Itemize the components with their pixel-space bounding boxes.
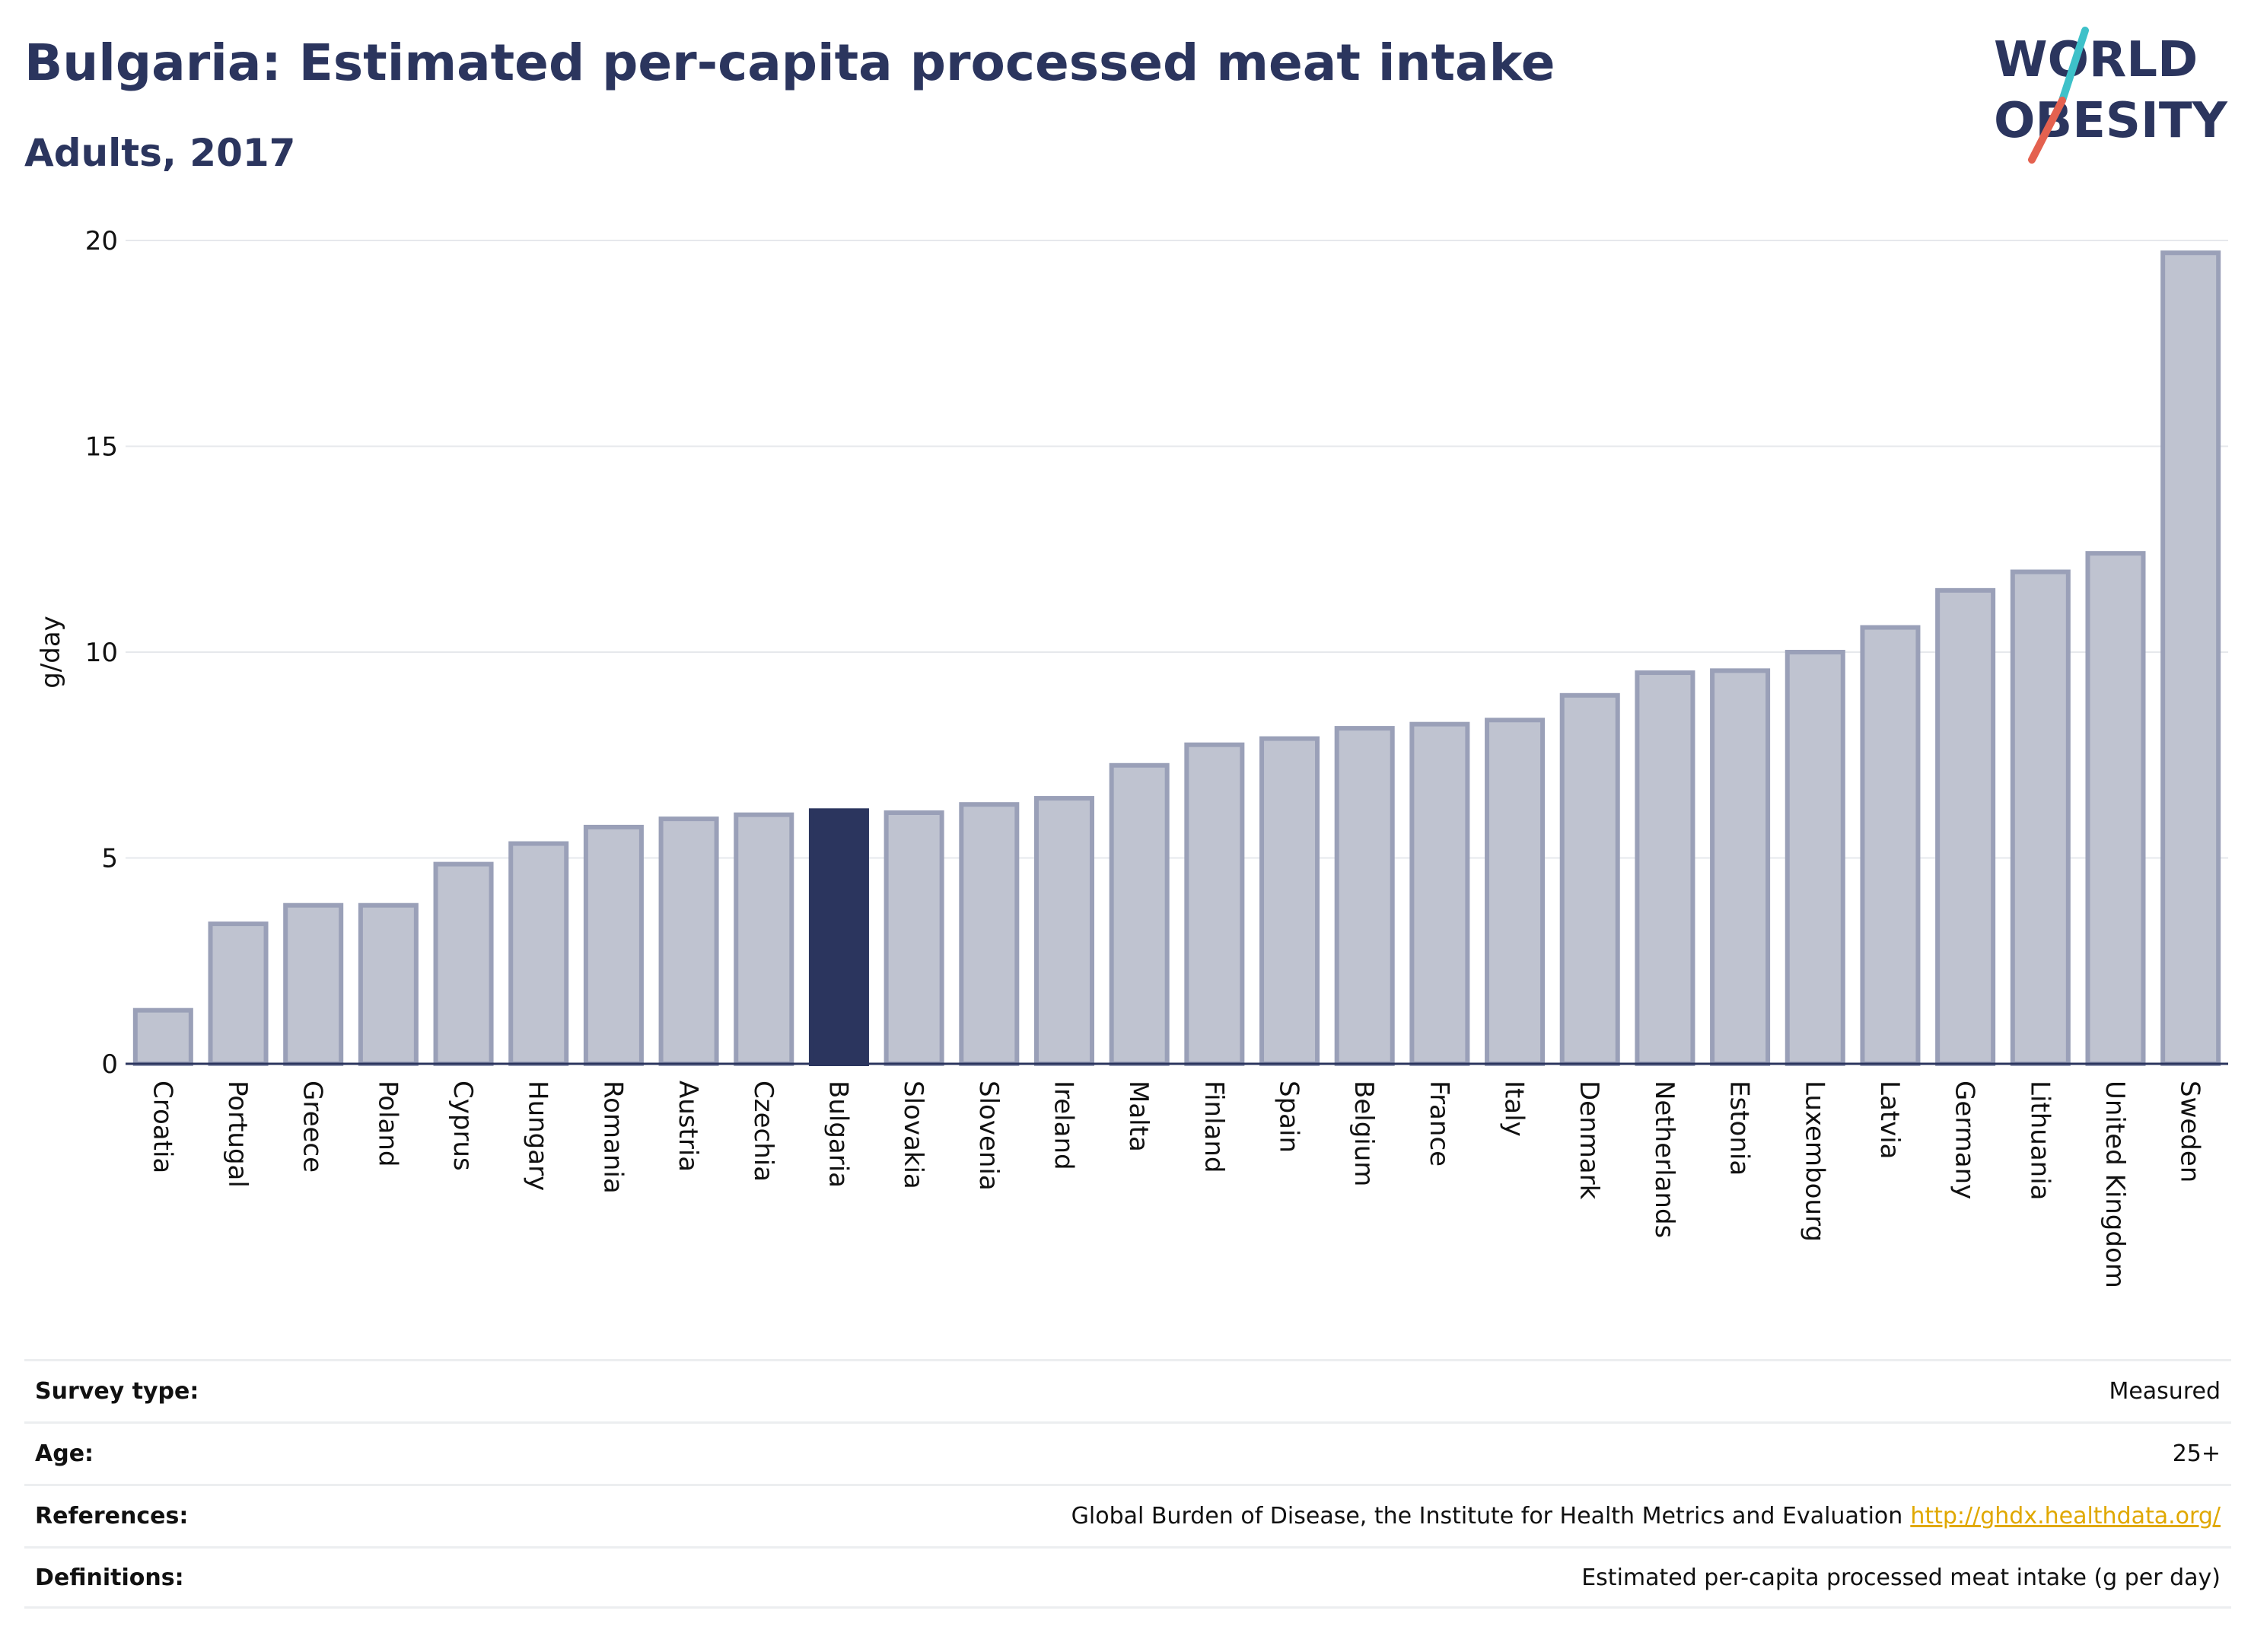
bar-czechia <box>734 812 794 1066</box>
bar-sweden <box>2160 250 2221 1067</box>
x-tick-label: Netherlands <box>1649 1081 1679 1238</box>
metadata-value: 25+ <box>2173 1440 2221 1467</box>
x-tick-label: France <box>1424 1081 1454 1167</box>
x-tick-label: Slovenia <box>973 1081 1004 1191</box>
bars <box>132 250 2221 1067</box>
bar-romania <box>583 824 644 1067</box>
bar-estonia <box>1710 668 1771 1066</box>
metadata-key: References: <box>35 1503 189 1529</box>
x-tick-label: Greece <box>298 1081 328 1173</box>
x-tick-label: Spain <box>1274 1081 1304 1153</box>
bar-spain <box>1259 736 1320 1066</box>
metadata-row: Age: 25+ <box>24 1421 2231 1484</box>
bar-italy <box>1485 718 1546 1066</box>
logo-text-obesity: OBESITY <box>1994 93 2227 149</box>
bar-united-kingdom <box>2085 551 2146 1066</box>
x-tick-label: Hungary <box>523 1081 553 1191</box>
x-tick-label: Denmark <box>1574 1081 1604 1200</box>
logo-slash-coral <box>2028 97 2066 164</box>
metadata-value-text: Estimated per-capita processed meat inta… <box>1581 1564 2221 1591</box>
metadata-key: Age: <box>35 1440 94 1467</box>
bar-luxembourg <box>1785 650 1845 1066</box>
metadata-key: Definitions: <box>35 1564 184 1591</box>
x-tick-label: Romania <box>597 1081 628 1194</box>
chart-title: Bulgaria: Estimated per-capita processed… <box>24 33 1555 92</box>
bar-poland <box>358 902 419 1066</box>
bar-ireland <box>1033 796 1094 1067</box>
x-tick-label: Latvia <box>1874 1081 1905 1160</box>
x-tick-label: Portugal <box>222 1081 253 1188</box>
bar-denmark <box>1559 692 1620 1066</box>
bar-finland <box>1184 742 1245 1066</box>
bar-portugal <box>208 921 269 1067</box>
metadata-row: Survey type: Measured <box>24 1359 2231 1421</box>
bar-lithuania <box>2010 569 2071 1066</box>
bar-chart: 0 5 10 15 20 Croatia Portugal Greece Poland Cypr… <box>36 226 2228 1288</box>
y-tick-label: 5 <box>101 844 118 874</box>
bar-malta <box>1109 762 1170 1067</box>
bar-slovenia <box>959 802 1020 1067</box>
x-tick-label: Finland <box>1199 1081 1229 1173</box>
x-tick-label: Austria <box>673 1081 703 1172</box>
metadata-row: Definitions: Estimated per-capita process… <box>24 1546 2231 1609</box>
bar-slovakia <box>884 810 944 1066</box>
metadata-value: Global Burden of Disease, the Institute … <box>1071 1503 2221 1529</box>
x-tick-label: Luxembourg <box>1799 1081 1829 1242</box>
y-axis-label: g/day <box>36 616 66 689</box>
y-tick-label: 15 <box>85 432 118 463</box>
logo-slash-teal <box>2058 27 2089 104</box>
x-tick-label: Estonia <box>1724 1081 1755 1176</box>
bar-germany <box>1935 587 1996 1066</box>
bar-croatia <box>132 1007 193 1067</box>
y-tick-label: 20 <box>85 226 118 256</box>
metadata-key: Survey type: <box>35 1378 199 1405</box>
x-tick-label: Ireland <box>1048 1081 1078 1170</box>
x-tick-label: Germany <box>1950 1081 1980 1199</box>
metadata-value: Estimated per-capita processed meat inta… <box>1581 1564 2221 1591</box>
chart-subtitle: Adults, 2017 <box>24 131 296 175</box>
metadata-value-text: 25+ <box>2172 1440 2221 1467</box>
metadata-value: Measured <box>2109 1378 2221 1405</box>
x-tick-label: Sweden <box>2175 1081 2205 1183</box>
y-tick-label: 0 <box>101 1049 118 1080</box>
world-obesity-logo: WORLD OBESITY <box>1994 27 2227 164</box>
logo-text-world: WORLD <box>1994 32 2198 88</box>
bar-netherlands <box>1635 670 1695 1066</box>
y-tick-label: 10 <box>85 638 118 668</box>
bar-austria <box>658 816 719 1066</box>
x-tick-label: Belgium <box>1348 1081 1379 1186</box>
bar-bulgaria <box>808 808 869 1067</box>
metadata-table: Survey type: Measured Age: 25+ References: Gl… <box>24 1359 2231 1609</box>
x-axis-ticks: Croatia Portugal Greece Poland Cyprus Hungary… <box>147 1081 2205 1288</box>
x-tick-label: Malta <box>1123 1081 1154 1152</box>
metadata-row: References: Global Burden of Disease, the… <box>24 1484 2231 1546</box>
x-tick-label: Bulgaria <box>823 1081 853 1188</box>
x-tick-label: Slovakia <box>898 1081 928 1189</box>
x-tick-label: Poland <box>372 1081 403 1167</box>
bar-hungary <box>508 841 569 1066</box>
y-axis-ticks: 0 5 10 15 20 <box>85 226 118 1080</box>
x-tick-label: Italy <box>1499 1081 1530 1137</box>
metadata-value-text: Global Burden of Disease, the Institute … <box>1071 1503 1903 1529</box>
x-tick-label: Croatia <box>147 1081 177 1173</box>
bar-latvia <box>1860 625 1921 1066</box>
x-tick-label: Czechia <box>748 1081 778 1182</box>
metadata-value-text: Measured <box>2109 1378 2221 1405</box>
x-tick-label: Lithuania <box>2024 1081 2055 1200</box>
bar-belgium <box>1334 726 1395 1067</box>
bar-cyprus <box>433 861 494 1066</box>
x-tick-label: United Kingdom <box>2100 1081 2130 1288</box>
bar-greece <box>283 902 344 1066</box>
bar-france <box>1409 721 1470 1066</box>
reference-link[interactable]: http://ghdx.healthdata.org/ <box>1910 1503 2221 1529</box>
x-tick-label: Cyprus <box>447 1081 478 1171</box>
